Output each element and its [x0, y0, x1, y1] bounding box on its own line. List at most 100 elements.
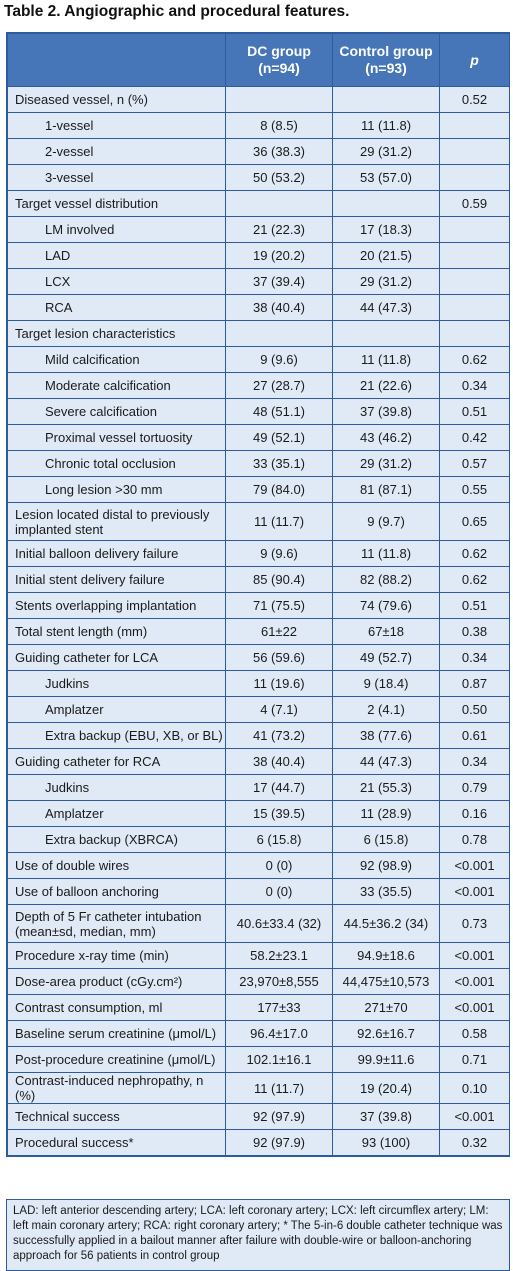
p-value: 0.42: [439, 424, 510, 451]
header-control-group-line: Control group: [339, 43, 433, 59]
dc-group-value: 36 (38.3): [225, 138, 333, 165]
control-group-value: 271±70: [332, 994, 440, 1021]
p-value: 0.32: [439, 1129, 510, 1156]
control-group-value: 99.9±11.6: [332, 1046, 440, 1073]
table-row: Diseased vessel, n (%) 0.52: [7, 86, 510, 113]
control-group-value: [332, 86, 440, 113]
dc-group-value: 92 (97.9): [225, 1129, 333, 1156]
table-row: Proximal vessel tortuosity 49 (52.1) 43 (4…: [7, 424, 510, 451]
dc-group-value: 27 (28.7): [225, 372, 333, 399]
table-row: Guiding catheter for LCA 56 (59.6) 49 (52.…: [7, 644, 510, 671]
control-group-value: 81 (87.1): [332, 476, 440, 503]
table-title: Table 2. Angiographic and procedural fea…: [4, 3, 350, 20]
row-label: Total stent length (mm): [7, 618, 226, 645]
table-header-row: DC group (n=94) Control group (n=93) p: [7, 33, 510, 87]
table-row: Procedural success* 92 (97.9) 93 (100) 0.32: [7, 1129, 510, 1156]
header-p-value: p: [439, 33, 510, 87]
p-value: 0.87: [439, 670, 510, 697]
control-group-value: [332, 190, 440, 217]
row-label: Guiding catheter for RCA: [7, 748, 226, 775]
p-value: 0.51: [439, 592, 510, 619]
dc-group-value: 79 (84.0): [225, 476, 333, 503]
dc-group-value: 23,970±8,555: [225, 968, 333, 995]
p-value: 0.55: [439, 476, 510, 503]
table-row: Use of balloon anchoring 0 (0) 33 (35.5) <0…: [7, 878, 510, 905]
row-label: Amplatzer: [7, 696, 226, 723]
table-row: Procedure x-ray time (min) 58.2±23.1 94.9±…: [7, 942, 510, 969]
control-group-value: 29 (31.2): [332, 138, 440, 165]
table-row: Target vessel distribution 0.59: [7, 190, 510, 217]
p-value: 0.38: [439, 618, 510, 645]
dc-group-value: 56 (59.6): [225, 644, 333, 671]
row-label: Lesion located distal to previously impl…: [7, 502, 226, 541]
table-row: Technical success 92 (97.9) 37 (39.8) <0.00…: [7, 1103, 510, 1130]
table-row: Contrast consumption, ml 177±33 271±70 <0.0…: [7, 994, 510, 1021]
table-row: LAD 19 (20.2) 20 (21.5): [7, 242, 510, 269]
row-label: LM involved: [7, 216, 226, 243]
row-label: Amplatzer: [7, 800, 226, 827]
data-table-container: DC group (n=94) Control group (n=93) p Dis…: [6, 32, 510, 1157]
p-value: [439, 268, 510, 295]
table-row: 3-vessel 50 (53.2) 53 (57.0): [7, 164, 510, 191]
p-value: 0.59: [439, 190, 510, 217]
row-label: Use of double wires: [7, 852, 226, 879]
dc-group-value: 4 (7.1): [225, 696, 333, 723]
control-group-value: 9 (18.4): [332, 670, 440, 697]
p-value: 0.62: [439, 540, 510, 567]
control-group-value: 6 (15.8): [332, 826, 440, 853]
table-row: Stents overlapping implantation 71 (75.5)…: [7, 592, 510, 619]
p-value: 0.61: [439, 722, 510, 749]
p-value: [439, 138, 510, 165]
dc-group-value: 11 (11.7): [225, 502, 333, 541]
table-row: 2-vessel 36 (38.3) 29 (31.2): [7, 138, 510, 165]
p-value: 0.34: [439, 748, 510, 775]
p-value: 0.57: [439, 450, 510, 477]
dc-group-value: 61±22: [225, 618, 333, 645]
row-label: Technical success: [7, 1103, 226, 1130]
control-group-value: 37 (39.8): [332, 1103, 440, 1130]
control-group-value: [332, 320, 440, 347]
dc-group-value: 15 (39.5): [225, 800, 333, 827]
dc-group-value: 38 (40.4): [225, 294, 333, 321]
dc-group-value: 9 (9.6): [225, 346, 333, 373]
control-group-value: 21 (22.6): [332, 372, 440, 399]
table-row: Judkins 11 (19.6) 9 (18.4) 0.87: [7, 670, 510, 697]
dc-group-value: [225, 86, 333, 113]
table-row: LM involved 21 (22.3) 17 (18.3): [7, 216, 510, 243]
p-value: 0.71: [439, 1046, 510, 1073]
row-label: 3-vessel: [7, 164, 226, 191]
dc-group-value: 41 (73.2): [225, 722, 333, 749]
dc-group-value: 58.2±23.1: [225, 942, 333, 969]
row-label: Chronic total occlusion: [7, 450, 226, 477]
dc-group-value: 9 (9.6): [225, 540, 333, 567]
control-group-value: 82 (88.2): [332, 566, 440, 593]
dc-group-value: 50 (53.2): [225, 164, 333, 191]
table-row: Judkins 17 (44.7) 21 (55.3) 0.79: [7, 774, 510, 801]
row-label: Contrast-induced nephropathy, n (%): [7, 1072, 226, 1104]
row-label: Mild calcification: [7, 346, 226, 373]
dc-group-value: 21 (22.3): [225, 216, 333, 243]
dc-group-value: 11 (19.6): [225, 670, 333, 697]
p-value: <0.001: [439, 968, 510, 995]
dc-group-value: 102.1±16.1: [225, 1046, 333, 1073]
p-value: [439, 112, 510, 139]
header-control-group-line: (n=93): [365, 60, 407, 76]
control-group-value: 92 (98.9): [332, 852, 440, 879]
p-value: 0.51: [439, 398, 510, 425]
table-body: Diseased vessel, n (%) 0.52 1-vessel 8 (8.5…: [7, 86, 510, 1156]
row-label: Depth of 5 Fr catheter intubation (mean±…: [7, 904, 226, 943]
row-label: Extra backup (EBU, XB, or BL): [7, 722, 226, 749]
table-row: Dose-area product (cGy.cm²) 23,970±8,555 4…: [7, 968, 510, 995]
p-value: <0.001: [439, 878, 510, 905]
p-value: 0.79: [439, 774, 510, 801]
p-value: 0.78: [439, 826, 510, 853]
p-value: 0.62: [439, 346, 510, 373]
table-row: Guiding catheter for RCA 38 (40.4) 44 (47.…: [7, 748, 510, 775]
dc-group-value: 17 (44.7): [225, 774, 333, 801]
table-row: Amplatzer 15 (39.5) 11 (28.9) 0.16: [7, 800, 510, 827]
p-value: 0.62: [439, 566, 510, 593]
table-row: Use of double wires 0 (0) 92 (98.9) <0.001: [7, 852, 510, 879]
row-label: Extra backup (XBRCA): [7, 826, 226, 853]
control-group-value: 11 (11.8): [332, 112, 440, 139]
